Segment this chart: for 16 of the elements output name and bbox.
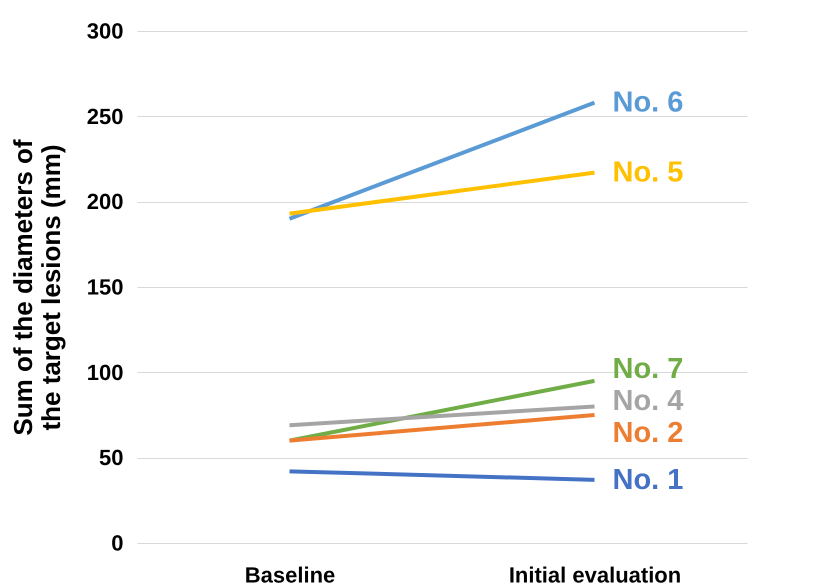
y-tick-label: 100 (86, 360, 124, 385)
y-tick-label: 0 (111, 530, 124, 556)
y-tick-label: 50 (99, 445, 124, 470)
series-label: No. 1 (612, 464, 684, 496)
series-label: No. 2 (612, 416, 684, 449)
x-tick-label: Initial evaluation (508, 562, 682, 588)
y-tick-label: 150 (86, 274, 124, 300)
series-label: No. 7 (612, 352, 684, 385)
x-tick-label: Baseline (244, 562, 336, 588)
y-tick-label: 250 (86, 104, 124, 129)
y-axis-title: Sum of the diameters of the target lesions (mm) (8, 139, 66, 436)
series-label: No. 5 (612, 156, 684, 189)
series-label: No. 6 (612, 86, 684, 119)
y-tick-label: 300 (86, 18, 124, 44)
y-tick-label: 200 (86, 189, 124, 214)
series-label: No. 4 (612, 384, 684, 417)
